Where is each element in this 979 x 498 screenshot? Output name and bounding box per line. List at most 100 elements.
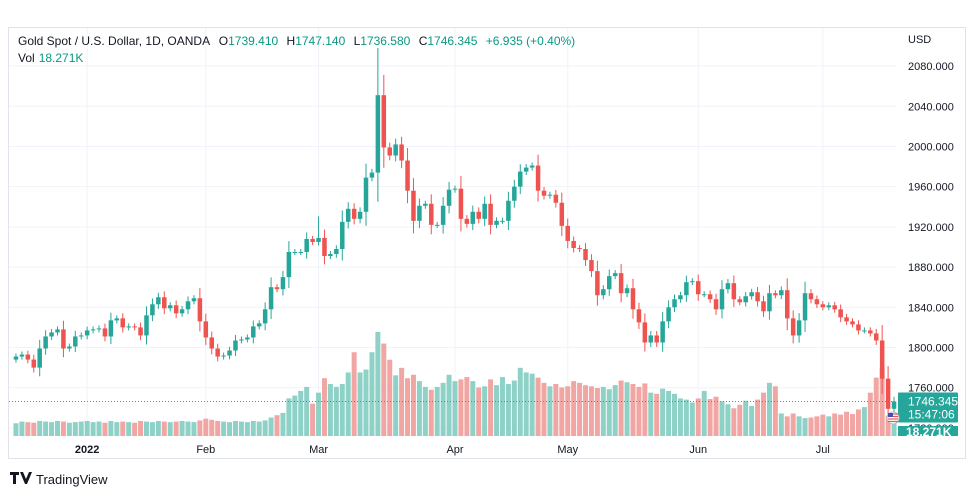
y-tick-label: 2000.000 <box>908 141 954 153</box>
candle-body <box>67 346 72 349</box>
candle-body <box>268 287 274 310</box>
volume-bar <box>713 396 719 436</box>
candle-body <box>138 327 143 336</box>
candlestick-series[interactable] <box>13 47 897 422</box>
candle-body <box>61 329 66 349</box>
candle-body <box>345 208 351 222</box>
candle-body <box>838 309 843 318</box>
close-label: C <box>418 34 428 48</box>
candle-body <box>150 304 155 316</box>
volume-bar <box>102 422 108 436</box>
volume-bar <box>422 386 428 436</box>
volume-bar <box>855 409 861 436</box>
volume-bar <box>535 377 541 436</box>
volume-bar <box>19 421 25 436</box>
candle-body <box>162 297 167 309</box>
candle-body <box>796 320 802 336</box>
candle-body <box>695 281 701 295</box>
candle-body <box>731 283 737 300</box>
volume-bar <box>672 393 678 436</box>
candle-body <box>518 171 523 187</box>
candle-body <box>440 205 446 225</box>
volume-bar <box>850 414 855 436</box>
candle-body <box>399 144 404 161</box>
volume-bar <box>867 392 873 436</box>
volume-bar <box>707 399 713 436</box>
candle-body <box>559 202 565 226</box>
volume-bar <box>802 418 808 436</box>
volume-bar <box>885 415 891 436</box>
candle-body <box>55 329 60 333</box>
volume-bar <box>731 408 737 436</box>
time-axis[interactable]: 2022 Feb Mar Apr May Jun Jul <box>75 444 830 456</box>
low-value: 1736.580 <box>360 34 411 48</box>
volume-bar <box>873 377 879 436</box>
candle-body <box>387 147 392 156</box>
volume-bar <box>321 378 327 436</box>
volume-bar <box>600 386 606 436</box>
volume-bar <box>167 422 173 436</box>
volume-bar <box>784 416 790 436</box>
volume-bar <box>143 421 149 436</box>
candle-body <box>322 237 327 257</box>
tradingview-mark-icon <box>10 471 32 487</box>
candle-body <box>375 95 381 173</box>
candle-body <box>446 189 452 206</box>
candle-body <box>476 211 481 219</box>
candle-body <box>523 167 529 172</box>
volume-bar <box>571 381 577 436</box>
candle-body <box>654 335 659 343</box>
tradingview-logo[interactable]: TradingView <box>10 471 108 487</box>
volume-bar <box>766 382 772 436</box>
volume-bar <box>298 390 304 436</box>
volume-bar <box>55 420 60 436</box>
high-label: H <box>286 34 296 48</box>
candle-body <box>340 221 345 249</box>
candle-body <box>873 333 879 341</box>
volume-bar <box>701 390 707 436</box>
candle-body <box>601 289 606 296</box>
volume-bar <box>814 416 820 436</box>
volume-bar <box>221 421 227 436</box>
us-flag-icon[interactable] <box>886 411 900 425</box>
candle-body <box>790 318 796 336</box>
candle-body <box>429 203 434 225</box>
y-tick-label: 2080.000 <box>908 61 954 73</box>
volume-bar <box>541 382 547 436</box>
candle-body <box>808 293 814 300</box>
volume-bar <box>636 386 642 436</box>
candle-body <box>78 335 84 337</box>
candle-body <box>280 277 286 290</box>
candle-body <box>755 292 760 302</box>
currency-label[interactable]: USD <box>908 34 932 46</box>
symbol-name[interactable]: Gold Spot / U.S. Dollar, 1D, OANDA <box>18 34 210 48</box>
candle-body <box>470 211 476 224</box>
volume-bar <box>820 414 826 436</box>
volume-bar <box>642 383 648 436</box>
volume-bar <box>660 388 666 436</box>
candle-body <box>31 359 37 368</box>
volume-bar <box>369 352 375 436</box>
volume-bar <box>594 388 600 436</box>
volume-bar <box>440 382 446 436</box>
candle-body <box>245 337 250 340</box>
x-tick-label: Apr <box>446 444 463 456</box>
candle-body <box>209 337 215 349</box>
candle-body <box>725 283 731 290</box>
volume-bar <box>84 420 90 436</box>
volume-bar <box>333 386 339 436</box>
price-axis[interactable]: 2080.000 2040.000 2000.000 1960.000 1920.000… <box>908 61 954 435</box>
candle-body <box>185 301 191 310</box>
candle-body <box>862 330 867 332</box>
candle-body <box>743 296 748 303</box>
volume-bar <box>173 421 179 436</box>
volume-bar <box>654 393 660 436</box>
candle-body <box>458 188 464 219</box>
volume-bar <box>790 413 796 436</box>
low-label: L <box>353 34 361 48</box>
y-tick-label: 1960.000 <box>908 182 954 194</box>
candle-body <box>417 205 422 221</box>
candle-body <box>292 252 298 254</box>
volume-bar <box>238 421 244 436</box>
